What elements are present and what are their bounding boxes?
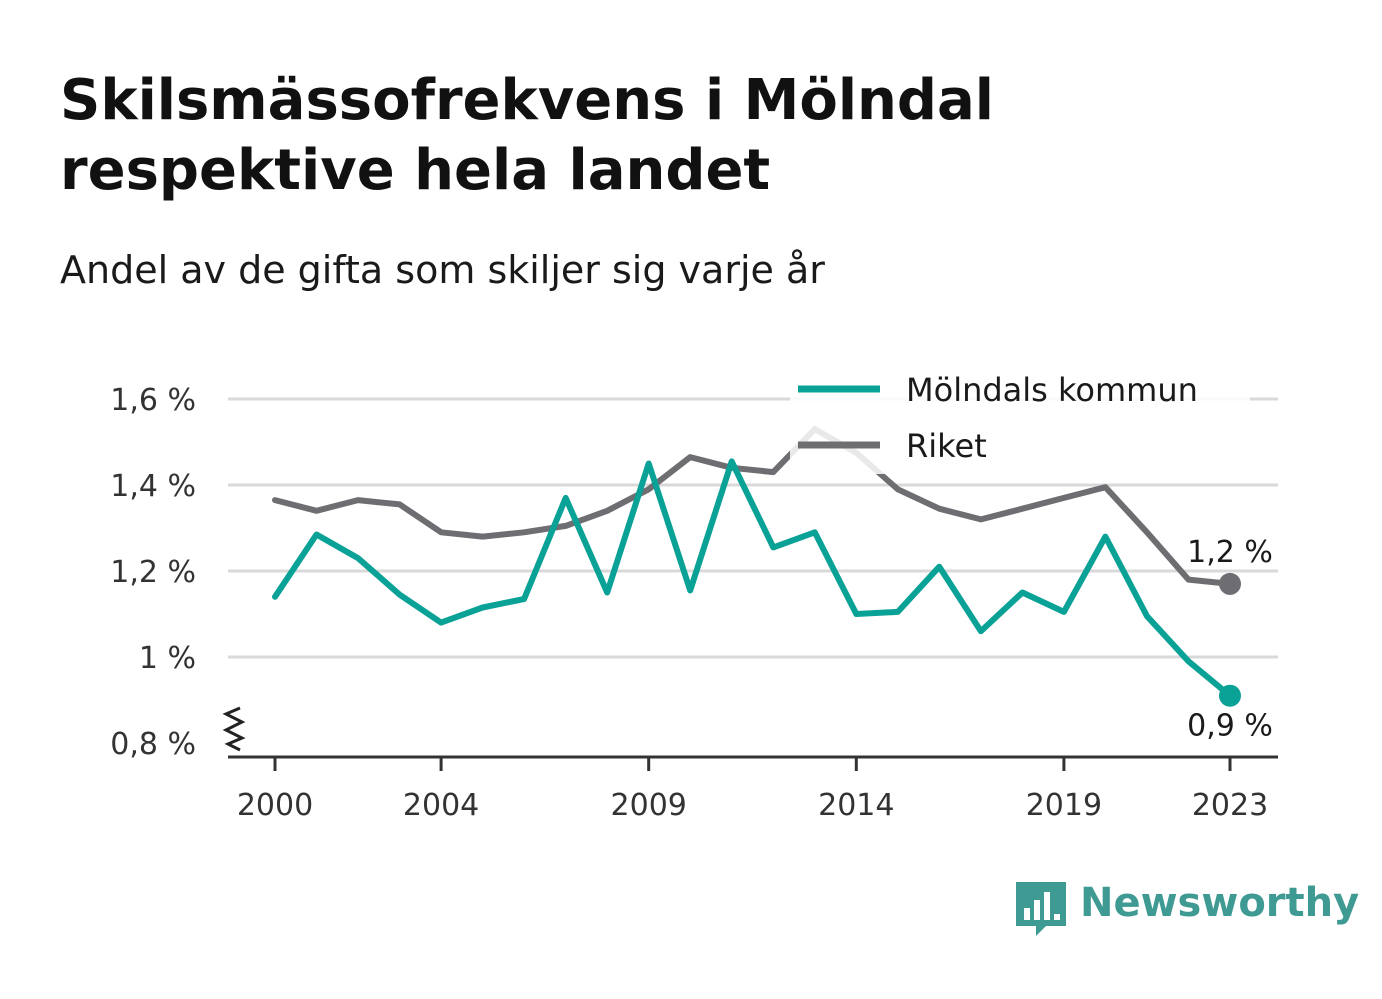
end-labels: 1,2 % 0,9 % bbox=[1187, 535, 1273, 744]
x-tick-label: 2000 bbox=[237, 788, 313, 823]
x-tick-label: 2009 bbox=[611, 788, 687, 823]
y-tick-label: 1,6 % bbox=[110, 383, 196, 418]
legend-label: Riket bbox=[906, 427, 987, 465]
y-tick-label: 1,2 % bbox=[110, 555, 196, 590]
series-line-molndal bbox=[272, 458, 1233, 699]
x-tick-label: 2023 bbox=[1192, 788, 1268, 823]
legend-label: Mölndals kommun bbox=[906, 371, 1198, 409]
newsworthy-logo: Newsworthy bbox=[1012, 878, 1359, 942]
y-tick-label: 0,8 % bbox=[110, 727, 196, 762]
x-tick-label: 2004 bbox=[403, 788, 479, 823]
end-point-riket bbox=[1219, 572, 1241, 595]
newsworthy-logo-icon bbox=[1016, 882, 1066, 936]
series-lines bbox=[272, 426, 1241, 707]
axis-break-mark bbox=[222, 706, 246, 752]
brand-name: Newsworthy bbox=[1080, 880, 1360, 926]
end-label-molndal: 0,9 % bbox=[1187, 709, 1273, 744]
x-tick-label: 2019 bbox=[1026, 788, 1102, 823]
legend-background bbox=[790, 364, 1250, 474]
y-tick-label: 1 % bbox=[139, 641, 196, 676]
end-point-molndal bbox=[1219, 684, 1241, 707]
end-label-riket: 1,2 % bbox=[1187, 535, 1273, 570]
chart-subtitle: Andel av de gifta som skiljer sig varje … bbox=[60, 248, 825, 292]
x-tick-label: 2014 bbox=[818, 788, 894, 823]
y-tick-label: 1,4 % bbox=[110, 469, 196, 504]
series-line-riket bbox=[272, 426, 1233, 587]
axes: 0,8 % 1 % 1,2 % 1,4 % 1,6 % 2000 2004 2009 2014 2… bbox=[110, 383, 1278, 823]
legend: Mölndals kommun Riket bbox=[790, 364, 1250, 474]
chart-title: Skilsmässofrekvens i Mölndal respektive … bbox=[60, 68, 994, 203]
